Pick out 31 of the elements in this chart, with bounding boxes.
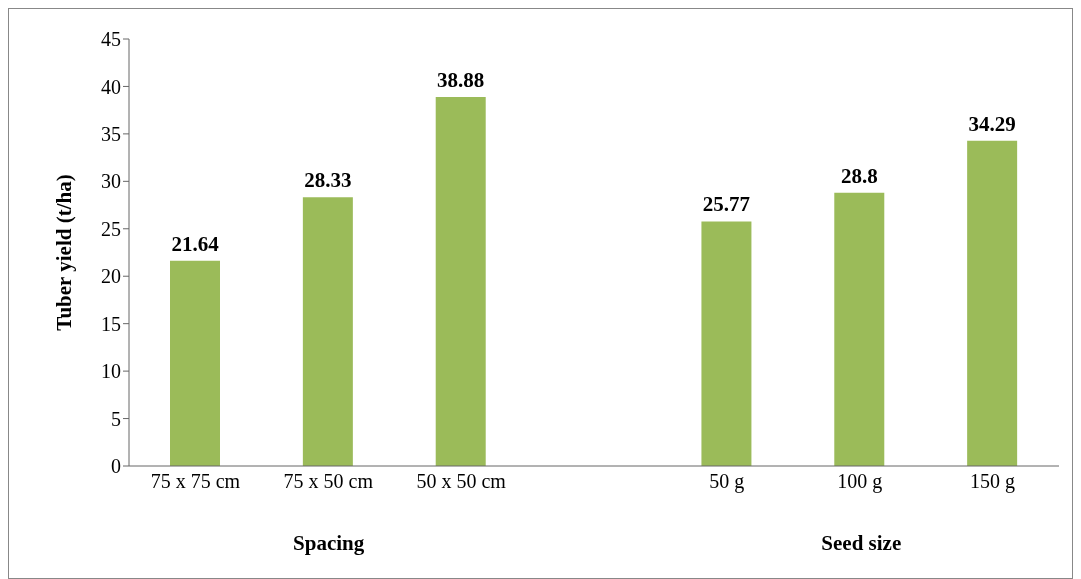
bar: [302, 197, 353, 466]
bar: [834, 192, 885, 466]
data-label: 28.33: [304, 168, 352, 193]
y-tick-label: 10: [101, 360, 121, 383]
y-tick-label: 5: [111, 407, 121, 430]
y-tick-label: 25: [101, 217, 121, 240]
bar: [701, 221, 752, 466]
bar: [967, 140, 1018, 466]
text: Spacing: [292, 531, 366, 556]
y-tick-label: 20: [101, 265, 121, 288]
bar: [170, 260, 220, 466]
y-tick-label: 45: [101, 28, 121, 51]
y-tick-label: 40: [101, 75, 121, 98]
data-label: 38.88: [437, 68, 485, 93]
text: Seed size: [820, 531, 903, 556]
y-tick-label: 15: [101, 312, 121, 335]
y-tick-label: 30: [101, 170, 121, 193]
x-tick-label: 50 g: [709, 470, 745, 494]
data-label: 34.29: [968, 111, 1016, 136]
y-axis-title: Tuber yield (t/ha): [52, 174, 77, 331]
bar: [435, 97, 486, 466]
x-tick-label: 75 x 75 cm: [150, 470, 241, 493]
data-label: 28.8: [840, 163, 878, 188]
y-tick-label: 35: [101, 122, 121, 145]
x-tick-label: 100 g: [837, 470, 883, 494]
data-label: 25.77: [702, 192, 751, 217]
x-tick-label: 50 x 50 cm: [416, 470, 507, 493]
x-tick-label: 75 x 50 cm: [283, 470, 374, 493]
data-label: 21.64: [171, 231, 220, 256]
y-tick-label: 0: [111, 455, 121, 478]
x-tick-label: 150 g: [970, 470, 1016, 494]
